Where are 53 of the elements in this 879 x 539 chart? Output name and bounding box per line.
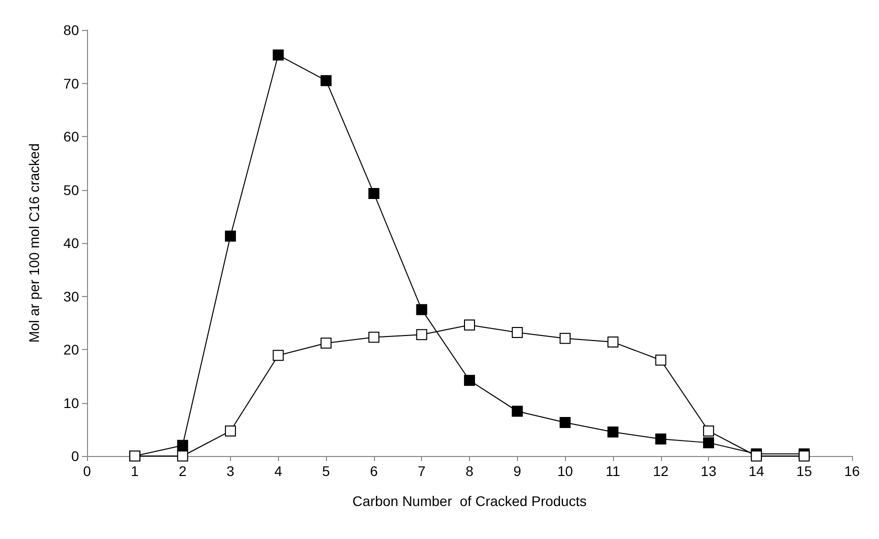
- point: [750, 450, 762, 462]
- x-tick-label: 10: [557, 463, 574, 479]
- x-tick-label: 9: [513, 463, 522, 479]
- y-tick-label: 40: [63, 235, 80, 251]
- x-tick-label: 2: [178, 463, 187, 479]
- point: [416, 304, 428, 316]
- point: [320, 75, 332, 86]
- x-tick-label: 15: [796, 463, 812, 479]
- y-tick-label: 30: [63, 288, 80, 304]
- point: [607, 426, 618, 438]
- point: [416, 329, 428, 340]
- x-tick-label: 14: [748, 463, 764, 479]
- y-tick-label: 50: [63, 182, 80, 198]
- point: [272, 350, 284, 361]
- y-tick-label: 10: [63, 394, 80, 411]
- x-tick-label: 1: [130, 463, 139, 479]
- point: [798, 450, 810, 462]
- point: [272, 50, 284, 61]
- x-tick-label: 5: [322, 463, 330, 479]
- y-tick-label: 20: [63, 342, 80, 358]
- point: [224, 230, 236, 242]
- point: [177, 450, 188, 462]
- point: [368, 188, 380, 199]
- point: [224, 425, 236, 436]
- x-tick-label: 6: [370, 463, 378, 479]
- point: [464, 374, 475, 386]
- point: [655, 433, 666, 444]
- y-tick-label: 80: [63, 22, 80, 38]
- point: [607, 336, 618, 348]
- x-tick-label: 8: [466, 463, 474, 479]
- x-tick-label: 3: [226, 463, 235, 479]
- point: [703, 425, 714, 436]
- point: [512, 406, 523, 417]
- point: [560, 416, 571, 428]
- point: [655, 354, 666, 366]
- x-tick-label: 13: [700, 463, 717, 479]
- point: [703, 437, 714, 448]
- point: [512, 326, 523, 338]
- x-tick-label: 0: [83, 463, 92, 479]
- point: [320, 338, 332, 349]
- x-tick-label: 12: [652, 463, 669, 479]
- y-tick-label: 0: [71, 448, 80, 464]
- y-tick-label: 60: [63, 128, 80, 144]
- x-axis-title: Carbon Number of Cracked Products: [352, 493, 587, 509]
- point: [560, 332, 571, 344]
- x-tick-label: 16: [844, 463, 860, 479]
- x-tick-label: 4: [274, 463, 282, 479]
- x-tick-label: 11: [606, 463, 620, 479]
- point: [368, 332, 380, 343]
- x-tick-label: 7: [418, 463, 426, 479]
- point: [177, 440, 188, 451]
- y-axis-title: Mol ar per 100 mol C16 cracked: [26, 143, 42, 343]
- y-tick-label: 70: [63, 75, 80, 92]
